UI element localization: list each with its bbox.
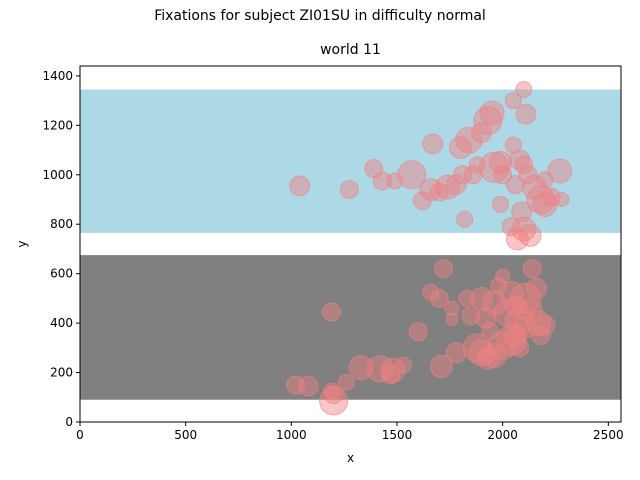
fixation-point (481, 342, 507, 368)
y-axis-label: y (15, 240, 29, 247)
fixation-point (386, 172, 404, 190)
fixation-point (505, 175, 525, 195)
figure-suptitle: Fixations for subject ZI01SU in difficul… (154, 8, 486, 24)
fixation-point (554, 192, 570, 207)
y-tick-label: 0 (65, 415, 73, 429)
fixation-point (462, 333, 492, 363)
fixation-point (435, 174, 461, 200)
fixation-point (468, 156, 486, 174)
x-tick-label: 1500 (382, 428, 413, 442)
x-tick-label: 2500 (593, 428, 624, 442)
axes-frame (79, 65, 622, 423)
fixation-point (348, 355, 374, 381)
x-tick-label: 500 (174, 428, 197, 442)
fixation-point (510, 338, 530, 358)
background-regions (80, 89, 621, 400)
fixation-point (511, 201, 533, 223)
fixation-point (429, 288, 449, 308)
fixation-point (319, 386, 349, 416)
fixation-point (422, 133, 444, 155)
fixation-point (541, 187, 561, 207)
y-tick-label: 1200 (42, 118, 73, 132)
fixation-point (429, 182, 449, 202)
fixation-point (518, 165, 538, 185)
fixation-point (337, 373, 355, 391)
fixation-point (381, 365, 401, 385)
fixation-point (321, 302, 341, 322)
fixation-point (475, 307, 497, 329)
fixation-point (503, 323, 527, 347)
x-tick-label: 2000 (487, 428, 518, 442)
x-axis-ticks: 0 500 1000 1500 2000 2500 (76, 422, 624, 442)
fixation-point (372, 171, 392, 191)
fixation-point (489, 277, 507, 295)
fixation-point (501, 217, 521, 237)
fixation-point (534, 315, 556, 337)
fixation-point (397, 160, 427, 190)
y-tick-label: 800 (50, 217, 73, 231)
fixation-point (339, 180, 359, 200)
fixation-point (492, 195, 510, 213)
y-tick-label: 200 (50, 366, 73, 380)
fixation-markers (286, 80, 573, 416)
fixation-point (456, 210, 474, 228)
fixation-point (289, 175, 311, 197)
fixation-point (522, 259, 542, 279)
x-axis-label: x (347, 451, 354, 465)
fixation-point (479, 100, 505, 126)
fixation-point (510, 282, 542, 314)
fixation-point (445, 342, 467, 364)
y-tick-label: 1400 (42, 69, 73, 83)
axes-title: world 11 (320, 42, 381, 58)
x-tick-label: 0 (76, 428, 84, 442)
fixation-point (504, 136, 522, 154)
y-axis-ticks: 0 200 400 600 800 1000 1200 1400 (42, 69, 80, 429)
fixation-point (525, 278, 547, 299)
y-tick-label: 400 (50, 316, 73, 330)
fixation-point (493, 165, 513, 185)
fixation-point (433, 259, 453, 279)
fixation-point (515, 80, 533, 98)
fixation-point (504, 295, 526, 317)
fixation-point (286, 375, 306, 395)
fixation-point (429, 354, 453, 378)
fixation-point (504, 92, 522, 110)
fixation-point (458, 289, 476, 307)
fixation-point (408, 322, 428, 342)
fixation-point (488, 330, 518, 360)
fixation-point (514, 155, 534, 175)
fixation-point (498, 280, 524, 306)
fixation-point (518, 223, 542, 247)
fixation-point (511, 216, 537, 242)
fixation-point (489, 150, 513, 174)
fixation-point (517, 298, 543, 324)
y-tick-label: 600 (50, 267, 73, 281)
fixation-point (453, 165, 473, 185)
fixation-point (495, 268, 511, 284)
fixation-point (444, 300, 460, 316)
fixation-point (536, 171, 554, 189)
fixation-point (366, 355, 394, 383)
fixation-point (547, 158, 573, 184)
fixation-point (526, 310, 552, 336)
fixation-point (478, 151, 510, 183)
y-tick-label: 1000 (42, 168, 73, 182)
fixation-point (455, 126, 483, 154)
fixation-point (324, 385, 344, 405)
fixation-point (463, 165, 483, 185)
fixation-point (445, 174, 467, 196)
fixation-point (515, 103, 537, 125)
x-tick-label: 1000 (276, 428, 307, 442)
fixation-point (445, 312, 459, 326)
